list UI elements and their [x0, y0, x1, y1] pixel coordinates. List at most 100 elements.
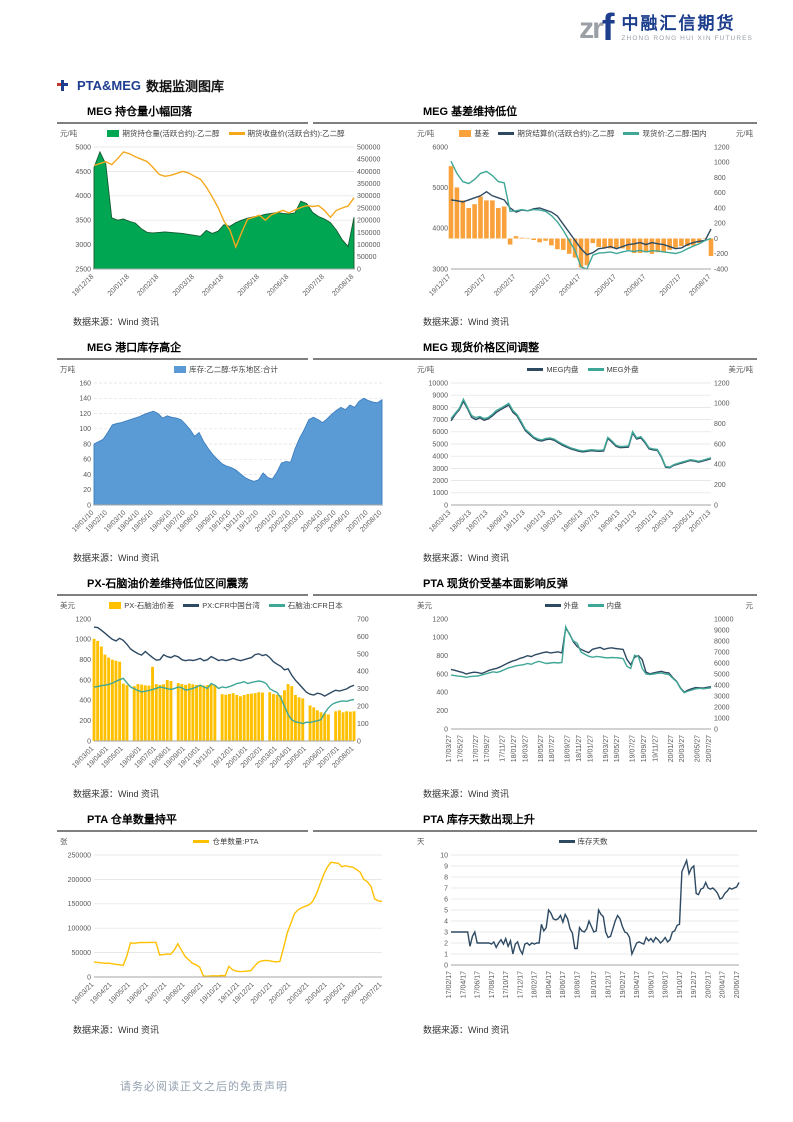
svg-text:3000: 3000 [432, 266, 448, 273]
svg-text:400: 400 [79, 698, 91, 705]
svg-text:20/07/17: 20/07/17 [659, 273, 683, 297]
svg-text:20/06/18: 20/06/18 [266, 273, 290, 297]
svg-text:4000: 4000 [714, 682, 730, 689]
svg-text:20/03/18: 20/03/18 [172, 273, 196, 297]
svg-text:19/08/17: 19/08/17 [663, 971, 670, 998]
svg-text:160: 160 [79, 380, 91, 387]
svg-text:9000: 9000 [432, 393, 448, 400]
chart-legend: MEG内盘 MEG外盘 [451, 364, 715, 375]
svg-text:100000: 100000 [68, 926, 91, 933]
chart-title: MEG 港口库存高企 [87, 342, 182, 354]
chart-row-3: PX-石脑油价差维持低位区间震荡 PTA 现货价受基本面影响反弹 美元 PX-石脑… [57, 574, 757, 810]
divider [57, 122, 308, 124]
svg-text:20/01/27: 20/01/27 [668, 735, 675, 762]
svg-text:20/06/17: 20/06/17 [734, 971, 741, 998]
svg-text:150000: 150000 [357, 230, 380, 237]
svg-text:19/11/27: 19/11/27 [653, 735, 660, 762]
svg-text:400: 400 [357, 669, 369, 676]
logo-zr-text: zr [579, 12, 604, 45]
chart-grid: MEG 持仓量小幅回落 MEG 基差维持低位 元/吨 期货持仓量(活跃合约):乙二… [57, 102, 757, 1046]
svg-text:20/02/17: 20/02/17 [705, 971, 712, 998]
svg-text:400000: 400000 [357, 169, 380, 176]
divider [313, 358, 757, 360]
svg-text:10: 10 [440, 852, 448, 859]
svg-text:0: 0 [87, 738, 91, 745]
section-title-suffix: 数据监测图库 [146, 79, 225, 94]
svg-text:200: 200 [79, 718, 91, 725]
svg-text:20/08/17: 20/08/17 [688, 273, 712, 297]
chart-legend-row: 元/吨 基差 期货结算价(活跃合约):乙二醇 现货价:乙二醇:国内 元/吨 [417, 127, 753, 140]
legend-item: PX:CFR中国台湾 [183, 600, 260, 611]
svg-text:18/03/27: 18/03/27 [523, 735, 530, 762]
chart-legend: 库存:乙二醇:华东地区:合计 [94, 364, 358, 375]
chart-legend: 库存天数 [451, 836, 715, 847]
chart-pta-warrants: 张仓单数量:PTA 0 50000 100000 150000 200000 250000 1… [60, 835, 396, 1026]
svg-text:2500: 2500 [75, 266, 91, 273]
section-bullet-icon [57, 80, 68, 91]
svg-text:18/08/17: 18/08/17 [575, 971, 582, 998]
svg-text:17/05/27: 17/05/27 [458, 735, 465, 762]
svg-text:18/01/27: 18/01/27 [511, 735, 518, 762]
chart-legend-row: 美元 外盘 内盘 元 [417, 599, 753, 612]
svg-text:1000: 1000 [432, 635, 448, 642]
svg-text:19/12/17: 19/12/17 [691, 971, 698, 998]
svg-text:4500: 4500 [75, 169, 91, 176]
svg-text:19/03/27: 19/03/27 [603, 735, 610, 762]
svg-text:19/12/17: 19/12/17 [428, 273, 452, 297]
svg-text:200000: 200000 [357, 218, 380, 225]
svg-text:0: 0 [357, 738, 361, 745]
svg-text:400: 400 [714, 205, 726, 212]
chart-title: PTA 现货价受基本面影响反弹 [423, 578, 568, 590]
chart-pta-inventory-days: 天 库存天数 0 1 2 3 4 5 6 7 8 9 10 17/02/17 17/04/17 17/06/1… [417, 835, 753, 1026]
chart-legend-row: 张 仓单数量:PTA [60, 835, 396, 848]
svg-text:20/01/18: 20/01/18 [107, 273, 131, 297]
legend-line-marker [587, 604, 604, 607]
svg-text:18/04/17: 18/04/17 [546, 971, 553, 998]
chart-legend-row: 元/吨 MEG内盘 MEG外盘 美元/吨 [417, 363, 753, 376]
legend-item: 内盘 [587, 600, 622, 611]
chart-canvas: 3000 4000 5000 6000 -400 -200 0 200 400 600 800 100… [428, 144, 729, 297]
divider [313, 830, 757, 832]
svg-text:1: 1 [444, 951, 448, 958]
divider [313, 122, 757, 124]
chart-pta-spot-price: 美元 外盘 内盘 元 0 200 400 600 800 1000 1200 0 1000 2000 300… [417, 599, 753, 790]
svg-text:100000: 100000 [357, 242, 380, 249]
svg-text:600: 600 [79, 677, 91, 684]
svg-text:5000: 5000 [714, 671, 730, 678]
svg-text:200: 200 [436, 708, 448, 715]
svg-text:60: 60 [83, 457, 91, 464]
svg-text:140: 140 [79, 396, 91, 403]
wind-source-note: 数据来源：Wind 资讯 [423, 789, 510, 799]
svg-text:2: 2 [444, 940, 448, 947]
svg-text:10000: 10000 [714, 616, 734, 623]
chart-legend-row: 天 库存天数 [417, 835, 753, 848]
svg-text:20/05/17: 20/05/17 [594, 273, 618, 297]
divider [313, 594, 757, 596]
svg-text:19/07/27: 19/07/27 [630, 735, 637, 762]
wind-source-note: 数据来源：Wind 资讯 [73, 553, 160, 563]
svg-text:0: 0 [87, 502, 91, 509]
svg-text:9000: 9000 [714, 627, 730, 634]
svg-text:0: 0 [87, 974, 91, 981]
chart-legend-row: 元/吨 期货持仓量(活跃合约):乙二醇 期货收盘价(活跃合约):乙二醇 [60, 127, 396, 140]
svg-text:3: 3 [444, 929, 448, 936]
svg-text:600: 600 [436, 671, 448, 678]
svg-text:19/04/17: 19/04/17 [634, 971, 641, 998]
svg-text:0: 0 [444, 726, 448, 733]
svg-text:20/04/17: 20/04/17 [558, 273, 582, 297]
legend-item: 基差 [459, 128, 489, 139]
svg-text:200000: 200000 [68, 877, 91, 884]
svg-text:20/04/17: 20/04/17 [720, 971, 727, 998]
svg-text:500000: 500000 [357, 144, 380, 151]
svg-text:200: 200 [714, 221, 726, 228]
wind-source-note: 数据来源：Wind 资讯 [73, 1025, 160, 1035]
svg-text:4000: 4000 [432, 454, 448, 461]
svg-text:19/12/18: 19/12/18 [71, 273, 95, 297]
svg-text:19/01/27: 19/01/27 [588, 735, 595, 762]
svg-text:0: 0 [714, 236, 718, 243]
axis-unit-left: 美元 [60, 601, 75, 610]
svg-text:800: 800 [714, 421, 726, 428]
svg-text:4: 4 [444, 918, 448, 925]
wind-source-note: 数据来源：Wind 资讯 [423, 553, 510, 563]
svg-text:200: 200 [357, 704, 369, 711]
